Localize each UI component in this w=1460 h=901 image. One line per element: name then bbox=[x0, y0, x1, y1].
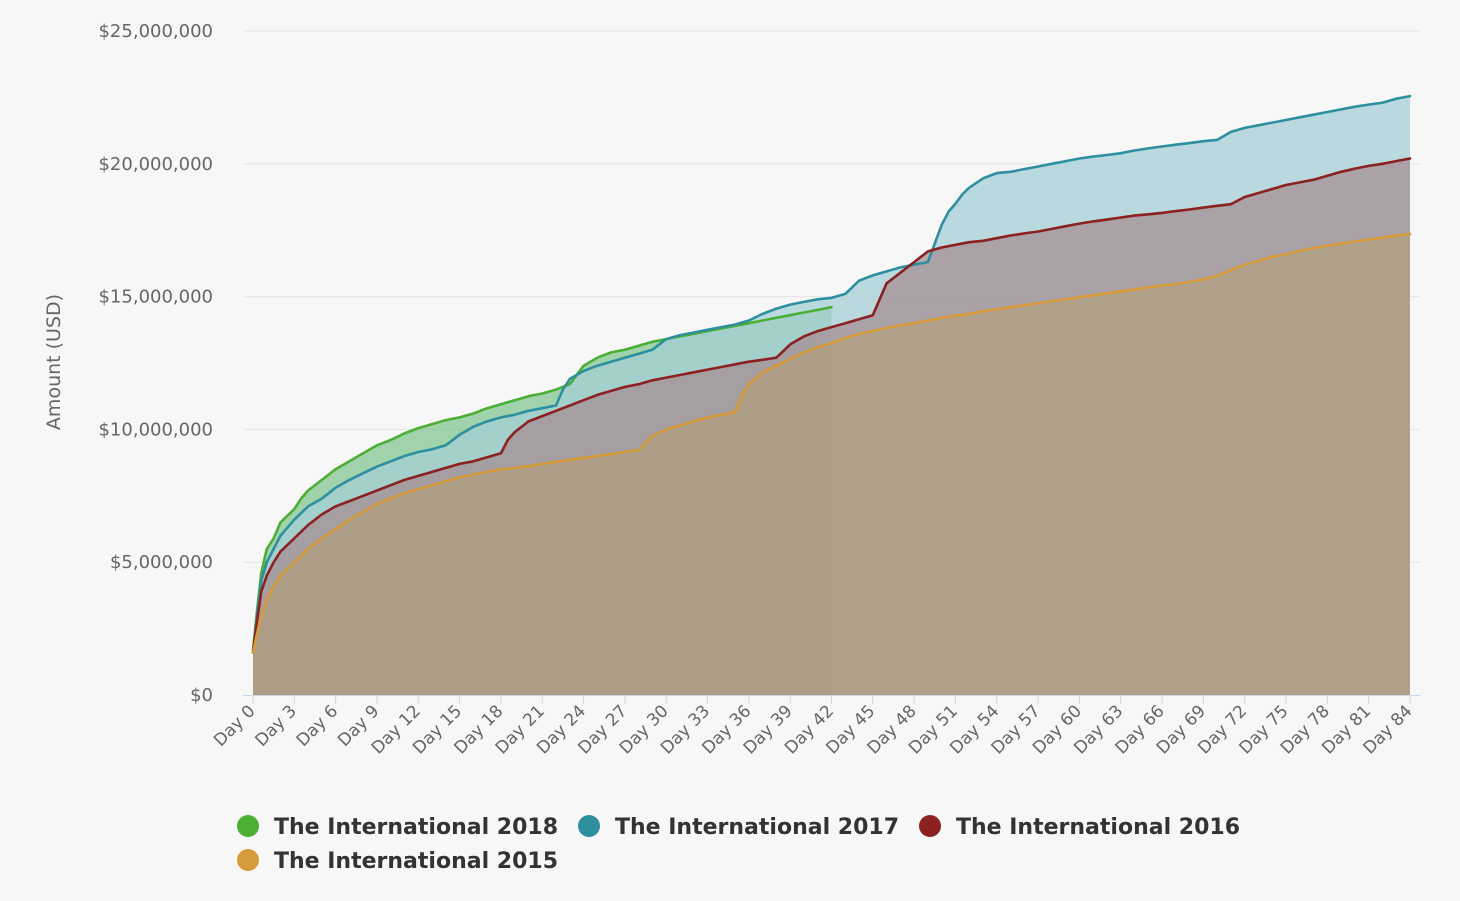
y-tick-label: $20,000,000 bbox=[98, 154, 213, 175]
legend-item[interactable]: The International 2016 bbox=[919, 815, 1240, 840]
series-line-0[interactable] bbox=[251, 305, 833, 652]
legend-label: The International 2017 bbox=[615, 815, 899, 840]
legend-marker bbox=[237, 815, 259, 837]
series-areas bbox=[253, 96, 1410, 696]
y-axis-tick-labels: $0 $5,000,000 $10,000,000 $15,000,000 $20,00… bbox=[98, 21, 213, 706]
y-tick-label: $25,000,000 bbox=[98, 21, 213, 42]
y-tick-label: $15,000,000 bbox=[98, 287, 213, 308]
legend-marker bbox=[237, 849, 259, 871]
legend-item[interactable]: The International 2018 bbox=[237, 815, 558, 840]
legend: The International 2018 The International … bbox=[237, 815, 1240, 874]
axes bbox=[243, 695, 1420, 704]
legend-item[interactable]: The International 2017 bbox=[578, 815, 899, 840]
legend-label: The International 2016 bbox=[956, 815, 1240, 840]
legend-label: The International 2015 bbox=[274, 849, 558, 874]
legend-marker bbox=[578, 815, 600, 837]
y-tick-label: $10,000,000 bbox=[98, 419, 213, 440]
x-tick-label: Day 3 bbox=[252, 701, 301, 750]
y-tick-label: $5,000,000 bbox=[110, 552, 213, 573]
legend-marker bbox=[919, 815, 941, 837]
x-tick-label: Day 6 bbox=[293, 701, 342, 750]
series-area-3 bbox=[253, 234, 1410, 695]
series-line-1[interactable] bbox=[251, 94, 1412, 654]
y-tick-label: $0 bbox=[190, 685, 213, 706]
legend-item[interactable]: The International 2015 bbox=[237, 849, 558, 874]
x-tick-label: Day 0 bbox=[210, 701, 259, 750]
series-line-3[interactable] bbox=[251, 232, 1412, 654]
y-axis-label: Amount (USD) bbox=[43, 294, 65, 430]
legend-label: The International 2018 bbox=[274, 815, 558, 840]
series-line-2[interactable] bbox=[251, 157, 1412, 654]
series-lines bbox=[251, 94, 1412, 654]
